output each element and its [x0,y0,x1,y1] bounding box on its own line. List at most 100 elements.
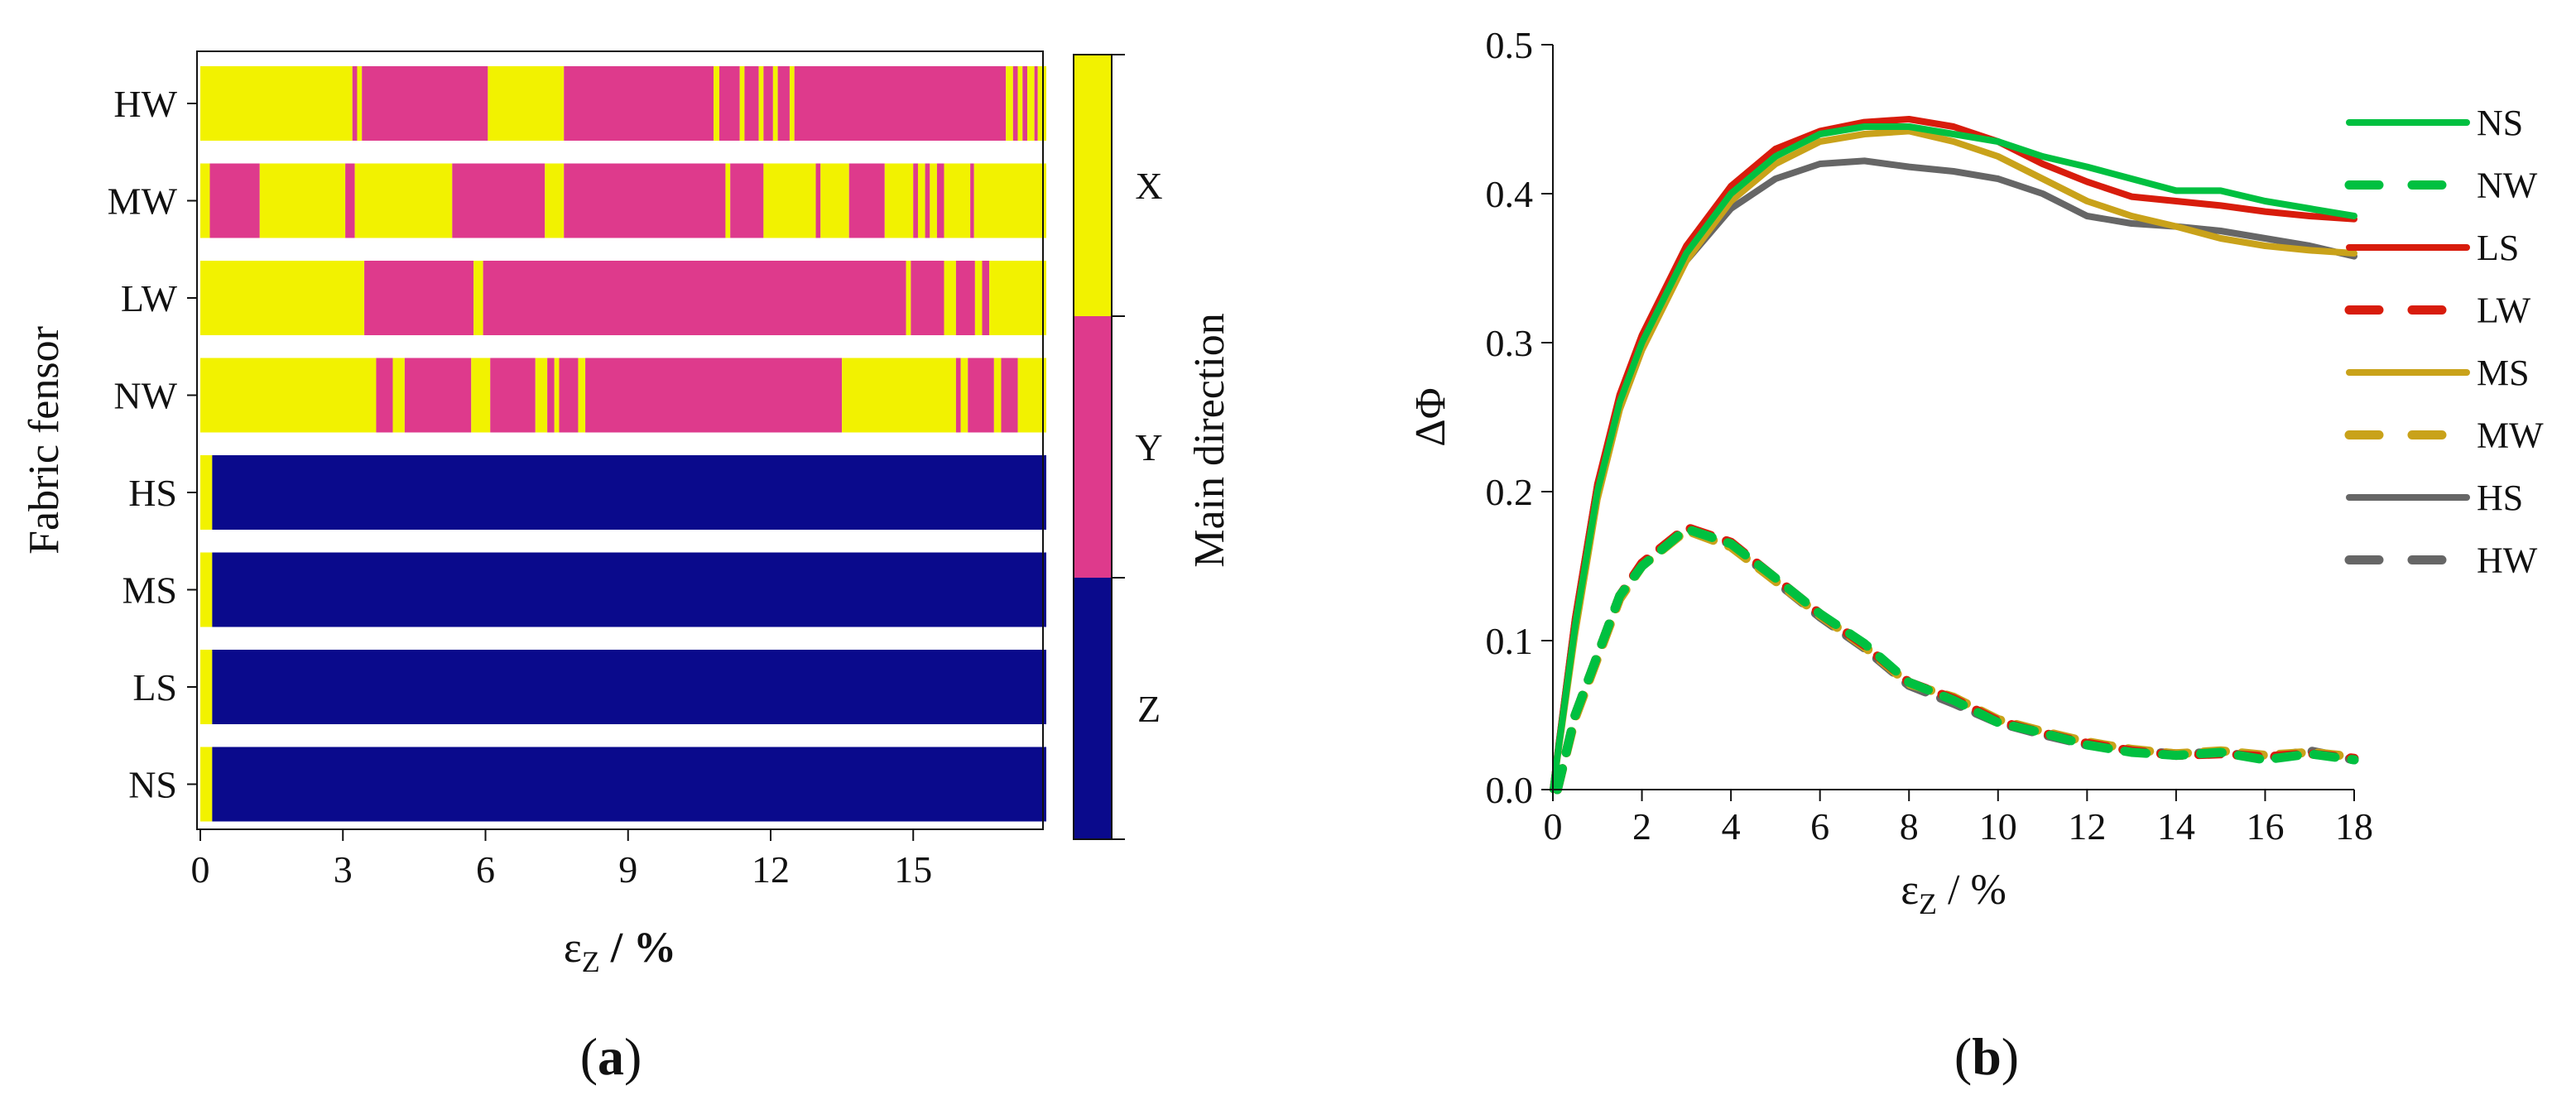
colorbar-segment-z [1074,578,1112,839]
x-tick-label: 9 [618,848,637,891]
heatmap-cell-mw [354,163,453,238]
colorbar-label-z: Z [1137,688,1161,730]
legend-label-lw: LW [2477,291,2531,331]
colorbar-frame [1073,54,1113,840]
heatmap-cell-hw [1022,66,1028,141]
heatmap-cell-nw [585,358,843,433]
panel-b-x-ticks: 0 2 4 6 8 10 12 14 16 18 [1544,790,2373,848]
heatmap-cell-mw [345,163,355,238]
heatmap-cell-hw [763,66,773,141]
y-tick-label: 0.0 [1486,769,1534,811]
series-line-hw [1552,522,2359,795]
panel-a-heatmap: 0 3 6 9 12 15 HW MW LW NW HS MS LS NS εZ / % Fabric … [21,50,1233,1086]
heatmap-cell-hw [1006,66,1013,141]
panel-b-label: (b) [1954,1027,2019,1086]
legend: NS NW LS LW MS MW HS HW [2344,103,2544,581]
x-tick-label: 0 [191,848,210,891]
x-tick-label: 12 [752,848,790,891]
x-tick-label: 6 [476,848,495,891]
legend-label-mw: MW [2477,415,2544,456]
y-tick-label: 0.1 [1486,620,1534,662]
heatmap-cell-nw [404,358,472,433]
heatmap-cell-nw [535,358,548,433]
x-tick-label: 18 [2335,805,2373,848]
panel-a-plot-frame [196,50,1044,830]
series-line-lw [1552,522,2359,795]
heatmap-cell-nw [955,358,961,433]
panel-a-axes [196,50,1044,830]
x-tick-label: 2 [1632,805,1651,848]
legend-label-hw: HW [2477,540,2538,581]
panel-b-y-ticks: 0.0 0.1 0.2 0.3 0.4 0.5 [1486,24,1553,811]
heatmap-cell-hw [1012,66,1018,141]
heatmap-rows [200,66,1046,822]
heatmap-cell-hw [352,66,358,141]
legend-label-ns: NS [2477,103,2523,143]
x-tick-label: 10 [1979,805,2017,848]
y-tick-label-ls: LS [132,666,177,708]
heatmap-cell-mw [815,163,821,238]
heatmap-cell-lw [982,261,990,335]
heatmap-cell-nw [554,358,560,433]
heatmap-cell-hw [200,66,353,141]
heatmap-cell-hw [739,66,745,141]
heatmap-cell-nw [200,358,377,433]
x-tick-label: 4 [1722,805,1741,848]
heatmap-cell-hw [357,66,363,141]
x-tick-label: 6 [1810,805,1829,848]
heatmap-cell-hw [1037,66,1046,141]
heatmap-cell-hw [488,66,565,141]
heatmap-cell-mw [259,163,346,238]
heatmap-cell-mw [730,163,764,238]
heatmap-cell-ls [212,650,1046,724]
colorbar-segment-x [1074,55,1112,316]
y-tick-label: 0.2 [1486,471,1534,513]
panel-a-label: (a) [580,1027,642,1086]
heatmap-cell-nw [1017,358,1046,433]
heatmap-cell-mw [925,163,930,238]
series-line-ls [1550,116,2357,793]
heatmap-cell-ns [200,747,213,822]
panel-b-axes [1552,45,2354,790]
panel-b-line-chart: 0 2 4 6 8 10 12 14 16 18 0.0 0.1 0.2 0.3 0.4 0.5 εZ / … [1407,24,2544,1086]
heatmap-cell-mw [944,163,971,238]
heatmap-cell-hs [200,455,213,530]
heatmap-cell-nw [376,358,393,433]
y-tick-label-lw: LW [121,277,178,319]
heatmap-cell-lw [989,261,1046,335]
x-tick-label: 12 [2068,805,2106,848]
panel-a-x-ticks: 0 3 6 9 12 15 [191,829,932,891]
heatmap-cell-nw [842,358,956,433]
heatmap-cell-hw [564,66,714,141]
heatmap-cell-mw [917,163,925,238]
y-tick-label-ms: MS [123,569,177,612]
heatmap-cell-hw [744,66,759,141]
heatmap-cell-hw [714,66,719,141]
heatmap-cell-hw [777,66,790,141]
heatmap-cell-nw [1001,358,1018,433]
panel-b-x-axis-title: εZ / % [1901,867,2006,920]
panel-a-y-axis-title: Fabric fensor [21,326,68,555]
heatmap-cell-lw [364,261,474,335]
heatmap-cell-mw [564,163,726,238]
heatmap-cell-nw [392,358,405,433]
heatmap-cell-lw [955,261,975,335]
heatmap-cell-lw [906,261,911,335]
heatmap-cell-mw [970,163,974,238]
colorbar: X Y Z [1073,54,1163,840]
colorbar-label-x: X [1135,165,1162,207]
y-tick-label-nw: NW [113,375,177,417]
y-tick-label-hs: HS [128,472,177,514]
x-tick-label: 0 [1544,805,1563,848]
heatmap-cell-hw [362,66,488,141]
heatmap-cell-hw [758,66,764,141]
y-tick-label-ns: NS [128,764,177,806]
heatmap-cell-mw [452,163,545,238]
heatmap-cell-nw [960,358,968,433]
heatmap-cell-mw [200,163,210,238]
heatmap-cell-hw [772,66,778,141]
y-tick-label-mw: MW [108,180,178,223]
line-series-group [1550,116,2359,795]
heatmap-cell-ms [200,552,213,627]
